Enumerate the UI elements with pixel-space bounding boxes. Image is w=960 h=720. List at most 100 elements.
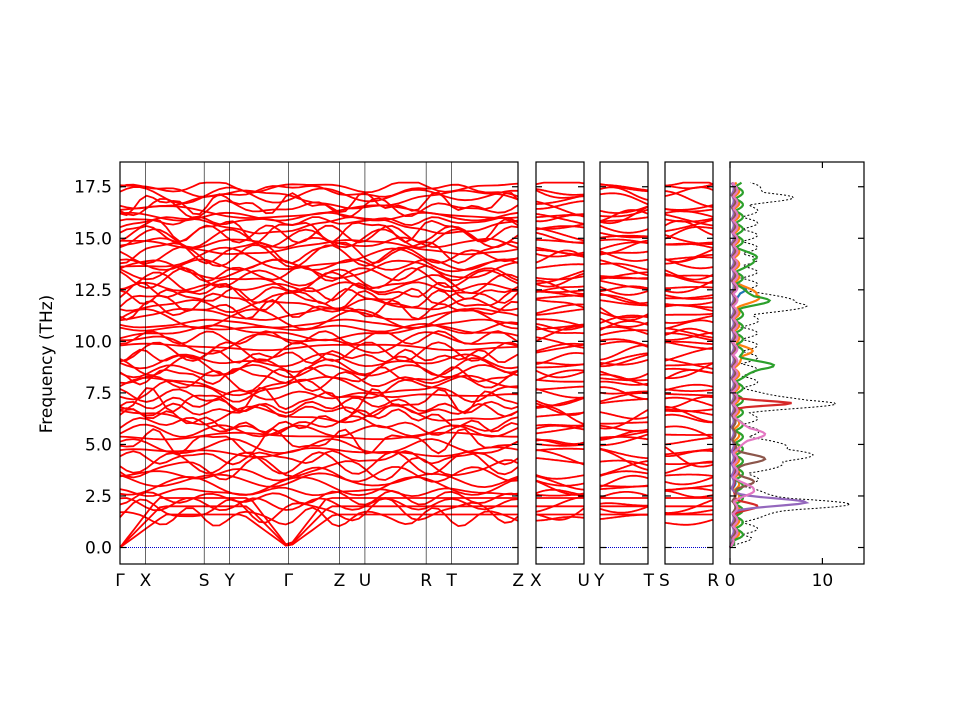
band-line [536,308,585,316]
band-line [599,259,649,277]
band-line [599,231,649,239]
band-line [664,294,714,300]
band-line [535,369,585,379]
x-tick-label: Y [224,571,236,591]
x-tick-label: U [359,571,371,591]
band-line [599,317,649,328]
band-line [600,353,649,368]
dos-projection-curve [729,181,761,549]
band-line [664,383,714,392]
band-line [119,240,519,265]
band-line [664,269,714,281]
x-tick-label: Γ [115,571,125,591]
band-line [599,329,649,337]
panel-frame [119,161,519,565]
band-line [119,374,519,397]
band-line [535,495,585,513]
band-line [536,449,585,466]
y-tick-label: 10.0 [74,332,112,352]
band-line [535,475,585,491]
band-line [599,208,649,218]
band-line [665,396,714,409]
band-line [536,323,585,331]
band-line [599,292,649,305]
panel-frame [664,161,714,565]
y-tick-label: 5.0 [85,435,112,455]
band-line [119,513,518,549]
band-line [599,448,649,471]
band-line [599,352,649,366]
band-line [535,212,585,225]
band-line [535,275,585,281]
band-line [599,306,649,321]
band-line [535,181,585,186]
band-line [664,274,714,278]
band-line [599,299,648,307]
band-line [665,499,714,514]
band-line [664,446,714,468]
band-line [665,331,714,341]
band-line [664,425,714,440]
band-line [599,390,648,395]
x-tick-label: S [199,571,210,591]
band-line [665,248,714,265]
band-line [664,327,714,336]
band-line [664,358,714,370]
axis-tick-labels: Γ X S Y Γ Z U R T Z X U Y T S R0.02.55.07.510.012.515.0… [74,178,833,591]
band-line [536,423,585,427]
band-line [599,192,649,206]
band-line [664,220,714,236]
band-line [535,474,585,480]
y-tick-label: 12.5 [74,281,112,301]
band-line [664,181,714,187]
band-line [536,200,584,210]
dos-projection-curve [728,182,810,548]
panel-frame [599,161,649,565]
axis-ticks [120,162,864,564]
band-line [664,226,714,240]
band-line [664,327,714,339]
band-line [536,516,585,522]
band-line [665,489,714,499]
band-line [535,369,584,382]
dos-x-tick-label: 10 [812,571,834,591]
band-line [665,408,714,413]
band-line [599,224,649,234]
band-line [599,491,649,499]
band-line [535,246,585,258]
band-line [664,183,714,190]
band-line [536,263,584,269]
band-line [600,484,648,488]
band-line [535,411,585,418]
band-line [535,479,585,487]
band-line [664,301,714,306]
band-line [599,344,649,361]
x-tick-label: Z [512,571,524,591]
band-line [599,397,649,405]
x-tick-label: U [578,571,590,591]
band-line [665,286,714,290]
band-line [664,473,713,477]
band-lines [119,181,714,549]
panel-frame [535,161,585,565]
y-tick-label: 2.5 [85,487,112,507]
x-tick-label: T [643,571,655,591]
band-line [535,439,585,445]
dos-projection-curve [729,182,767,548]
x-tick-label: R [420,571,432,591]
band-line [535,480,584,496]
band-line [665,312,714,316]
band-line [664,340,713,350]
band-line [535,298,585,309]
y-axis-label: Frequency (THz) [37,295,57,434]
band-line [536,318,585,328]
band-line [599,392,648,403]
dos-panel-frame [729,161,865,565]
band-line [599,205,649,214]
band-line [535,336,585,349]
band-line [599,459,649,467]
band-line [535,272,585,288]
band-line [599,411,649,420]
band-line [535,507,585,521]
